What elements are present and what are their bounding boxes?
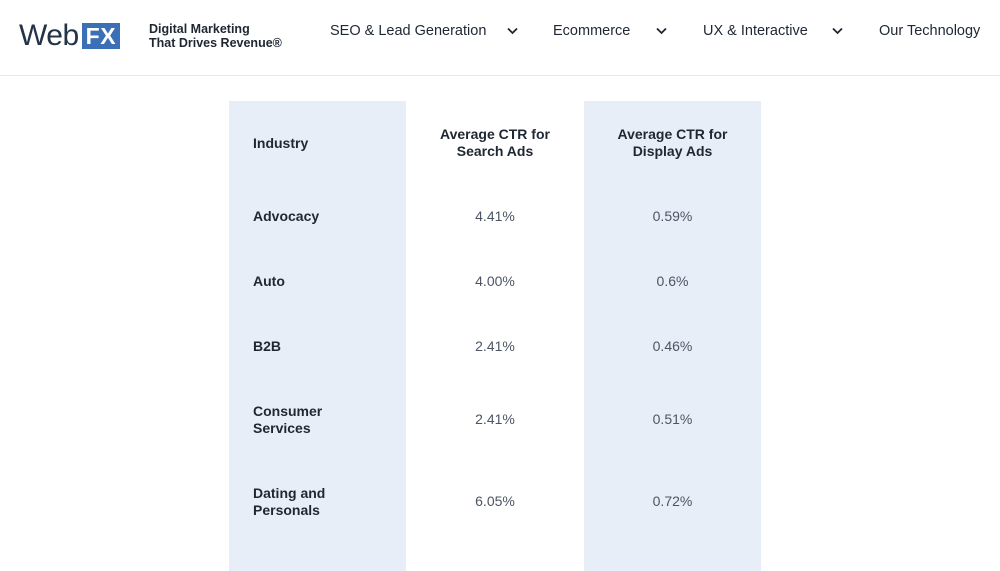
table-cell-display-ctr: 0.59% (652, 208, 693, 224)
nav-item-ux-interactive[interactable]: UX & Interactive (703, 23, 808, 39)
column-header-display-ads: Average CTR for Display Ads (584, 126, 761, 160)
nav-item-ecommerce[interactable]: Ecommerce (553, 23, 631, 39)
table-row-industry: Dating and Personals (253, 485, 393, 519)
header-line: Average CTR for (617, 126, 728, 142)
industry-line: Consumer (253, 403, 323, 419)
table-cell-search-ctr: 2.41% (475, 411, 515, 427)
column-band-display (584, 101, 761, 571)
column-header-industry: Industry (253, 135, 309, 151)
table-cell-search-ctr: 4.00% (475, 273, 515, 289)
industry-line: Dating and (253, 485, 326, 501)
chevron-down-icon[interactable] (830, 24, 844, 38)
header-line: Search Ads (456, 143, 534, 159)
header-line: Display Ads (632, 143, 713, 159)
table-row-industry: B2B (253, 338, 282, 354)
column-header-search-ads: Average CTR for Search Ads (406, 126, 584, 160)
header-line: Average CTR for (440, 126, 550, 142)
column-band-industry (229, 101, 406, 571)
logo-badge: FX (81, 23, 121, 49)
table-row-industry: Auto (253, 273, 285, 289)
table-cell-search-ctr: 2.41% (475, 338, 515, 354)
table-cell-display-ctr: 0.46% (652, 338, 693, 354)
tagline-line-1: Digital Marketing (149, 22, 250, 36)
table-cell-display-ctr: 0.51% (652, 411, 693, 427)
nav-item-seo-lead-generation[interactable]: SEO & Lead Generation (330, 23, 487, 39)
tagline-line-2: That Drives Revenue® (149, 36, 282, 50)
logo-wordmark: Web (19, 19, 79, 52)
tagline: Digital Marketing That Drives Revenue® (149, 22, 282, 50)
table-cell-search-ctr: 4.41% (475, 208, 515, 224)
nav-item-our-technology[interactable]: Our Technology (879, 23, 981, 39)
table-row-industry: Advocacy (253, 208, 320, 224)
table-row-industry: Consumer Services (253, 403, 393, 437)
ctr-table: Industry Average CTR for Search Ads Aver… (229, 101, 761, 571)
chevron-down-icon[interactable] (654, 24, 668, 38)
industry-line: Personals (253, 502, 320, 518)
site-header: Web FX Digital Marketing That Drives Rev… (0, 0, 1000, 76)
table-cell-display-ctr: 0.6% (656, 273, 689, 289)
industry-line: Services (253, 420, 311, 436)
table-cell-search-ctr: 6.05% (475, 493, 515, 509)
chevron-down-icon[interactable] (505, 24, 519, 38)
table-cell-display-ctr: 0.72% (652, 493, 693, 509)
webfx-logo[interactable]: Web FX (19, 19, 121, 52)
